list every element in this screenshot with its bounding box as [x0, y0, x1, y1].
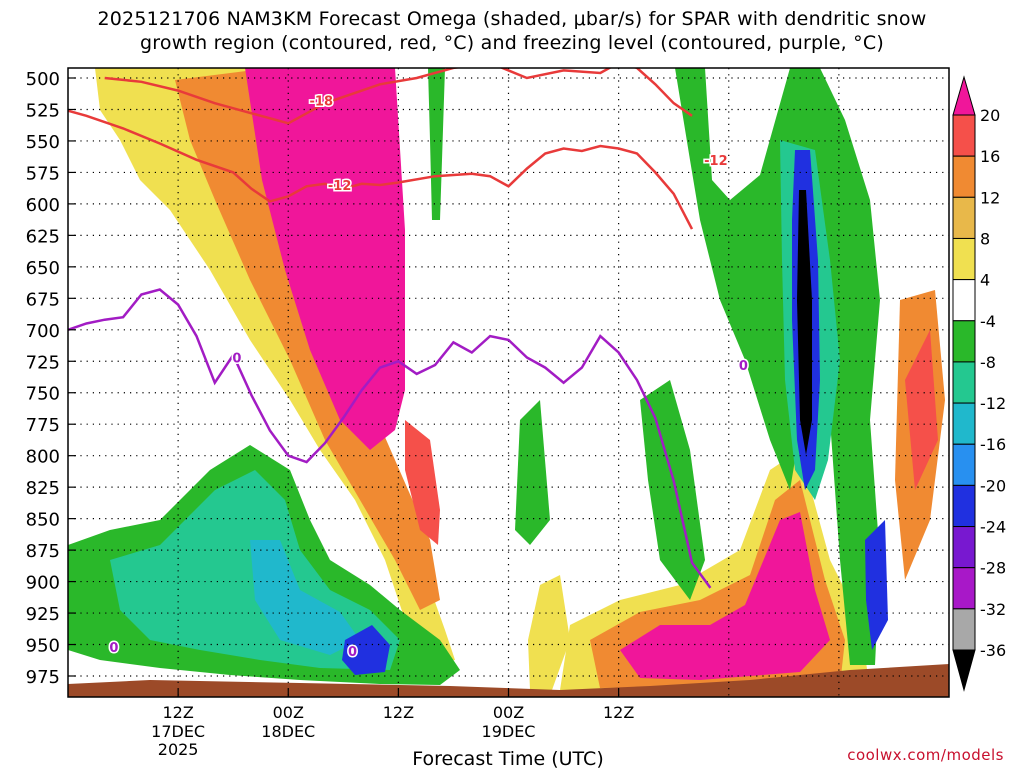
colorbar-label-3: 8: [980, 229, 990, 248]
colorbar-label-12: -32: [980, 600, 1006, 619]
contour-label-5: 0: [348, 645, 357, 660]
ytick-label-825: 825: [26, 478, 60, 499]
ytick-label-775: 775: [26, 415, 60, 436]
omega-shade-black-core: [797, 190, 812, 455]
contour-lines: -18 -12 -12 0 0 0 0: [68, 68, 749, 661]
colorbar-label-11: -28: [980, 559, 1006, 578]
ytick-label-800: 800: [26, 447, 60, 468]
omega-shade-green-midstrip: [515, 400, 550, 545]
colorbar-bin-0: [952, 114, 976, 157]
omega-shade-yellow-center: [528, 575, 570, 690]
omega-shade-green-rightcolumns: [675, 68, 880, 665]
x-axis-label: Forecast Time (UTC): [412, 748, 603, 768]
omega-shade-green-leftstrip: [428, 68, 445, 220]
colorbar-label-1: 16: [980, 147, 1000, 166]
ytick-label-725: 725: [26, 352, 60, 373]
colorbar-label-9: -20: [980, 476, 1006, 495]
contour-dendritic-1: [104, 68, 693, 125]
omega-shade-yellow-main: [95, 68, 455, 665]
xtick-sublabel-30: 19DEC: [482, 722, 536, 741]
contour-label-4: 0: [109, 641, 118, 656]
colorbar-bin-8: [952, 443, 976, 486]
omega-shading: [68, 68, 949, 697]
xtick-label-24: 12Z: [383, 703, 414, 722]
ytick-label-900: 900: [26, 573, 60, 594]
colorbar: 20 16 12 8 4 -4 -8 -12 -16 -20 -24 -28 -32 -36: [952, 75, 1006, 692]
colorbar-label-7: -12: [980, 394, 1006, 413]
colorbar-label-0: 20: [980, 106, 1000, 125]
xtick-label-12: 12Z: [162, 703, 193, 722]
colorbar-label-2: 12: [980, 188, 1000, 207]
colorbar-bin-12: [952, 608, 976, 651]
omega-shade-magenta-main: [245, 68, 405, 450]
colorbar-bottom-arrow: [952, 649, 976, 692]
colorbar-label-4: 4: [980, 271, 990, 290]
omega-shade-magenta-lowerright: [620, 512, 830, 680]
xtick-label-36: 12Z: [603, 703, 634, 722]
ytick-label-575: 575: [26, 163, 60, 184]
ytick-label-850: 850: [26, 510, 60, 531]
ytick-label-650: 650: [26, 258, 60, 279]
ytick-label-700: 700: [26, 321, 60, 342]
colorbar-bin-4: [952, 279, 976, 322]
omega-shade-blue-lowerleft: [342, 625, 390, 675]
xtick-label-30: 00Z: [493, 703, 524, 722]
colorbar-bin-11: [952, 567, 976, 610]
colorbar-label-13: -36: [980, 641, 1006, 660]
ytick-label-950: 950: [26, 636, 60, 657]
colorbar-top-arrow: [952, 75, 976, 116]
colorbar-label-6: -8: [980, 353, 996, 372]
xtick-sublabel-18: 18DEC: [261, 722, 315, 741]
colorbar-bin-1: [952, 155, 976, 198]
ytick-label-875: 875: [26, 541, 60, 562]
omega-shade-cyan-lowerleft: [250, 540, 360, 655]
colorbar-bin-5: [952, 320, 976, 363]
ytick-label-525: 525: [26, 100, 60, 121]
ytick-label-550: 550: [26, 132, 60, 153]
xtick-label-18: 00Z: [273, 703, 304, 722]
contour-label-6: 0: [739, 359, 748, 374]
ytick-label-675: 675: [26, 289, 60, 310]
plot-gridlines: [68, 68, 949, 697]
omega-shade-red-lower: [405, 420, 440, 545]
colorbar-bin-10: [952, 526, 976, 569]
contour-label-3: 0: [232, 351, 241, 366]
contour-label-2: -12: [704, 154, 728, 169]
colorbar-bin-9: [952, 484, 976, 528]
colorbar-bin-3: [952, 237, 976, 281]
ytick-label-750: 750: [26, 384, 60, 405]
xtick-sublabel-12: 17DEC: [151, 722, 205, 741]
ytick-label-600: 600: [26, 195, 60, 216]
contour-label-1: -12: [328, 179, 352, 194]
colorbar-label-8: -16: [980, 435, 1006, 454]
contour-label-0: -18: [310, 95, 334, 110]
xtick-year-12: 2025: [158, 740, 199, 759]
colorbar-label-10: -24: [980, 518, 1006, 537]
ytick-label-925: 925: [26, 604, 60, 625]
colorbar-bin-6: [952, 361, 976, 404]
site-credit: coolwx.com/models: [847, 746, 1004, 764]
omega-shade-blue-lowerright: [865, 520, 888, 650]
contour-dendritic-0: [68, 109, 694, 230]
chart-title-line2: growth region (contoured, red, °C) and f…: [140, 32, 884, 54]
plot-axes: 500 525 550 575 600 625 650 675 700 725 750 775 800 8…: [26, 67, 950, 759]
ytick-label-975: 975: [26, 667, 60, 688]
colorbar-bin-7: [952, 402, 976, 445]
omega-shade-red-farright: [905, 330, 938, 490]
ytick-label-500: 500: [26, 69, 60, 90]
chart-title-line1: 2025121706 NAM3KM Forecast Omega (shaded…: [97, 8, 927, 30]
ytick-label-625: 625: [26, 226, 60, 247]
colorbar-bin-2: [952, 196, 976, 239]
colorbar-label-5: -4: [980, 312, 996, 331]
contour-freezing-level: [68, 288, 712, 589]
